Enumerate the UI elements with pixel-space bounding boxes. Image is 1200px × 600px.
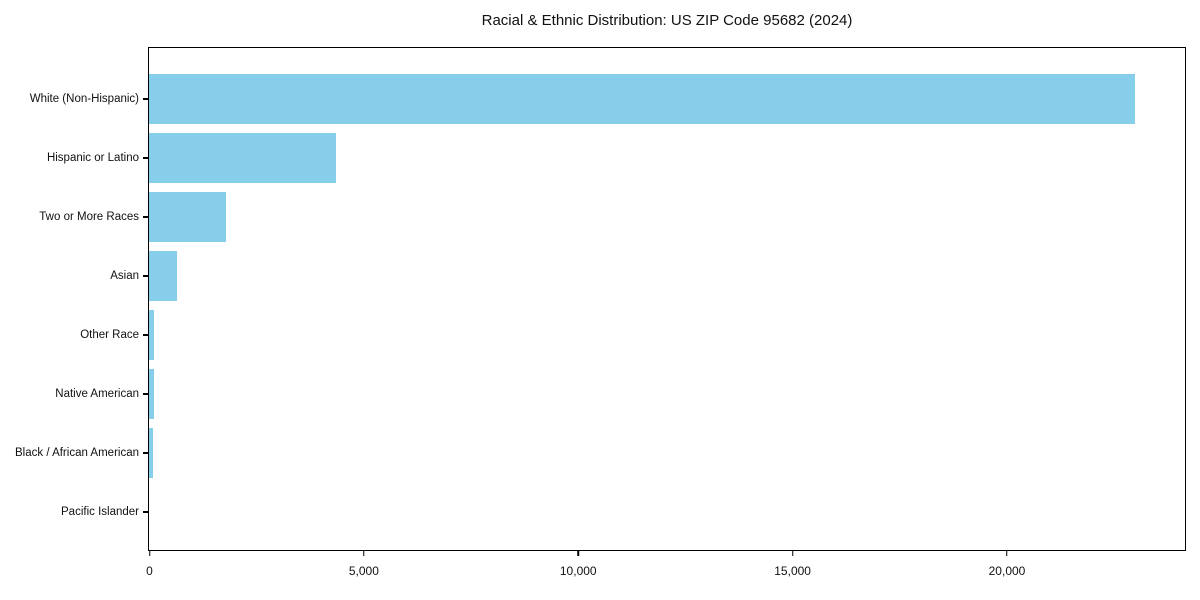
x-tick-mark (148, 551, 151, 556)
y-axis-label-row: Other Race (0, 306, 148, 365)
y-axis-label: White (Non-Hispanic) (29, 93, 139, 105)
bar-row (149, 128, 1185, 187)
x-axis-tick-label: 5,000 (348, 564, 379, 578)
bar-row (149, 246, 1185, 305)
bar-black-african-american (149, 428, 154, 479)
y-tick-mark (143, 452, 148, 454)
bar-white-non-hispanic (149, 73, 1135, 124)
plot-area (148, 47, 1186, 551)
y-tick-mark (143, 393, 148, 395)
x-tick-mark (791, 551, 794, 556)
y-axis-label: Asian (110, 270, 139, 282)
y-axis-label-row: Native American (0, 365, 148, 424)
y-axis-label: Other Race (80, 329, 139, 341)
x-axis-tick-label: 10,000 (559, 564, 597, 578)
x-tick-mark (577, 551, 579, 556)
y-tick-mark (143, 157, 148, 159)
chart-title: Racial & Ethnic Distribution: US ZIP Cod… (481, 12, 853, 29)
x-axis-tick-label: 0 (146, 564, 153, 578)
y-axis-label-row: White (Non-Hispanic) (0, 70, 148, 129)
bar-row (149, 69, 1185, 128)
y-axis-label: Hispanic or Latino (46, 152, 139, 164)
x-tick-mark (1006, 551, 1008, 556)
bar-row (149, 306, 1185, 365)
y-tick-mark (143, 98, 148, 100)
bar-other-race (149, 310, 155, 361)
bar-row (149, 424, 1185, 483)
bar-row (149, 365, 1185, 424)
y-axis: White (Non-Hispanic) Hispanic or Latino Tw… (0, 47, 148, 551)
y-axis-label: Black / African American (15, 447, 139, 459)
x-axis-tick-label: 15,000 (774, 564, 811, 578)
y-tick-mark (143, 511, 148, 513)
y-axis-label: Pacific Islander (61, 506, 139, 518)
y-axis-label-row: Pacific Islander (0, 483, 148, 542)
y-axis-label-row: Hispanic or Latino (0, 129, 148, 188)
bar-two-or-more-races (149, 191, 226, 242)
y-axis-label: Two or More Races (39, 211, 139, 223)
y-tick-mark (143, 275, 148, 277)
y-axis-label-row: Two or More Races (0, 188, 148, 247)
y-axis-label-row: Black / African American (0, 424, 148, 483)
x-tick-mark (363, 551, 365, 556)
bar-hispanic-or-latino (149, 132, 336, 183)
bar-asian (149, 250, 178, 301)
y-tick-mark (143, 216, 148, 218)
bar-row (149, 187, 1185, 246)
y-axis-label-row: Asian (0, 247, 148, 306)
y-tick-mark (143, 334, 148, 336)
x-axis: 0 5,000 10,000 15,000 20,000 (146, 551, 1185, 591)
bar-row (149, 483, 1185, 542)
x-axis-tick-label: 20,000 (988, 564, 1026, 578)
bar-native-american (149, 369, 155, 420)
y-axis-label: Native American (55, 388, 139, 400)
